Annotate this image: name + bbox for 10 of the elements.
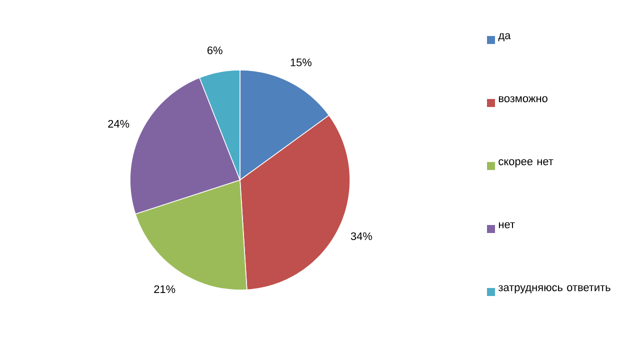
legend-label: скорее нет	[498, 159, 554, 168]
data-label: 24%	[108, 120, 130, 128]
legend-label: затрудняюсь ответить	[498, 285, 610, 294]
data-label: 6%	[208, 46, 222, 54]
data-label: 15%	[290, 58, 312, 66]
data-label: 21%	[154, 285, 176, 294]
data-label: 34%	[350, 232, 372, 240]
legend-label: нет	[498, 222, 515, 228]
legend-label: возможно	[498, 96, 548, 102]
legend-label: да	[498, 33, 511, 42]
